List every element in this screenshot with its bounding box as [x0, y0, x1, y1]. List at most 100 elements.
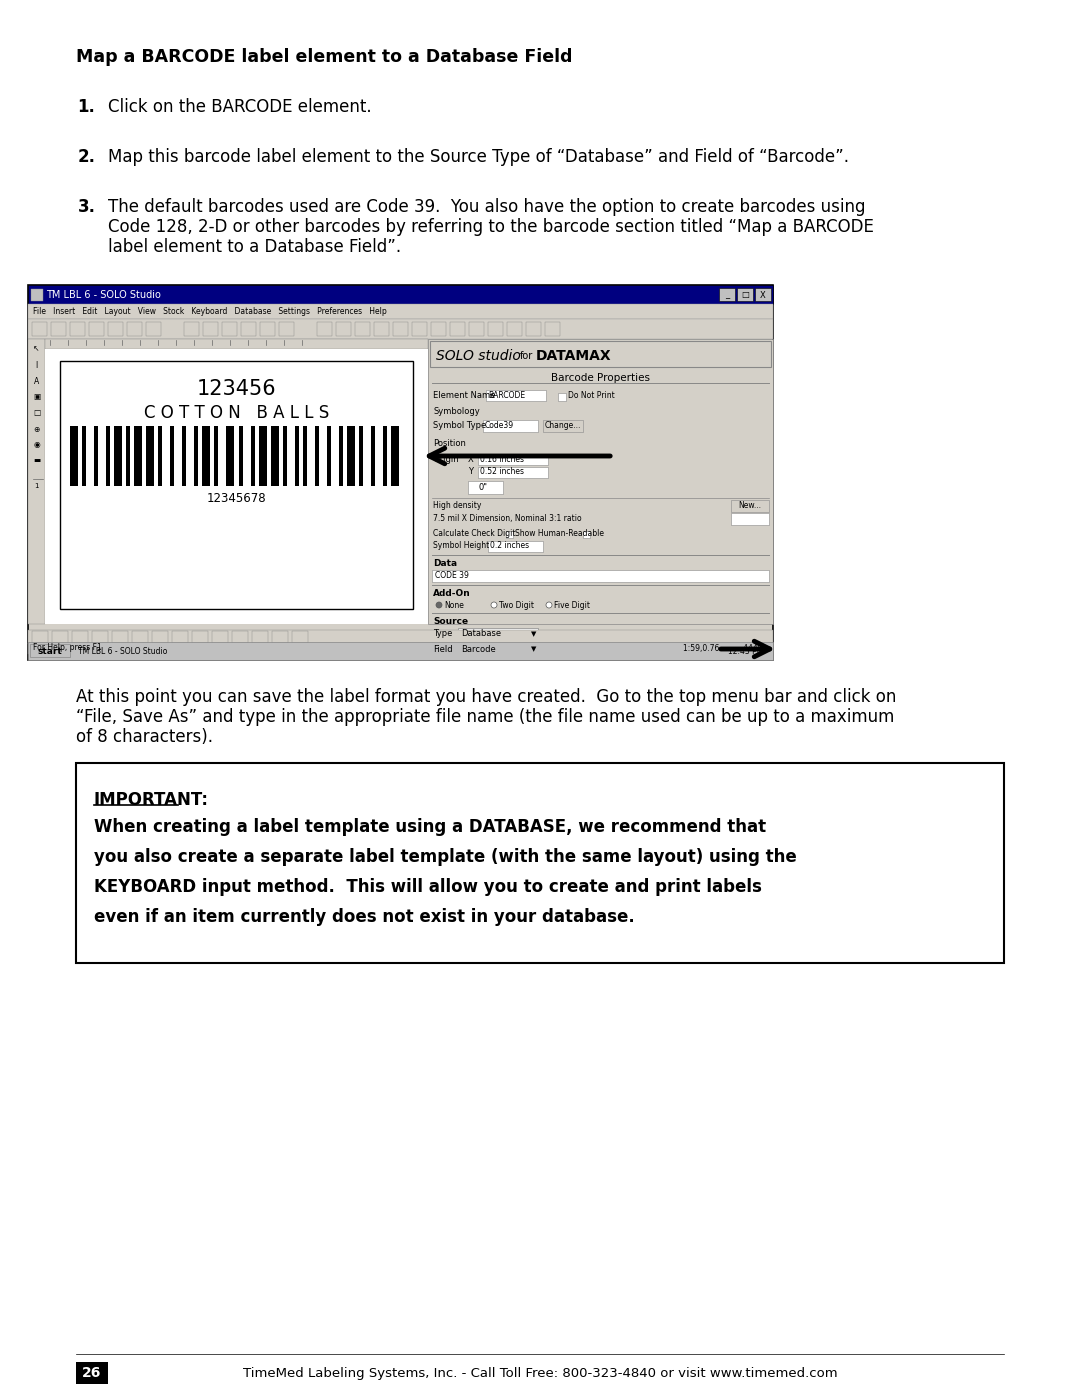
- Text: I: I: [36, 360, 38, 369]
- Text: Source: Source: [433, 616, 468, 626]
- Text: Map a BARCODE label element to a Database Field: Map a BARCODE label element to a Databas…: [76, 47, 572, 66]
- Bar: [411, 321, 427, 337]
- Bar: [336, 321, 351, 337]
- Text: TM LBL 6 - SOLO Studio: TM LBL 6 - SOLO Studio: [78, 647, 167, 655]
- Bar: [45, 339, 428, 349]
- Bar: [241, 321, 256, 337]
- Text: Symbol Type: Symbol Type: [433, 422, 486, 430]
- Bar: [28, 630, 773, 644]
- Bar: [314, 426, 319, 486]
- Bar: [28, 643, 773, 654]
- Bar: [184, 321, 199, 337]
- Bar: [430, 341, 771, 367]
- Text: At this point you can save the label format you have created.  Go to the top men: At this point you can save the label for…: [76, 687, 896, 705]
- Text: Map this barcode label element to the Source Type of “Database” and Field of “Ba: Map this barcode label element to the So…: [108, 148, 849, 166]
- Text: 2.: 2.: [78, 148, 96, 166]
- Bar: [339, 426, 342, 486]
- Text: 1.: 1.: [78, 98, 95, 116]
- Bar: [60, 360, 413, 609]
- Bar: [737, 288, 753, 300]
- Bar: [359, 426, 363, 486]
- Text: ↖: ↖: [33, 345, 40, 353]
- Bar: [719, 288, 735, 300]
- Bar: [486, 390, 546, 401]
- Bar: [28, 285, 773, 659]
- Bar: [431, 321, 446, 337]
- Text: “File, Save As” and type in the appropriate file name (the file name used can be: “File, Save As” and type in the appropri…: [76, 708, 894, 726]
- Bar: [468, 481, 503, 495]
- Text: TimeMed Labeling Systems, Inc. - Call Toll Free: 800-323-4840 or visit www.timem: TimeMed Labeling Systems, Inc. - Call To…: [243, 1366, 837, 1379]
- Bar: [106, 426, 110, 486]
- Text: The default barcodes used are Code 39.  You also have the option to create barco: The default barcodes used are Code 39. Y…: [108, 198, 865, 217]
- Bar: [272, 631, 288, 643]
- Bar: [82, 426, 86, 486]
- Bar: [126, 426, 131, 486]
- Text: 1:59,0.76          444%: 1:59,0.76 444%: [683, 644, 765, 652]
- Bar: [258, 426, 267, 486]
- Text: Code39: Code39: [485, 422, 514, 430]
- Text: Barcode Properties: Barcode Properties: [551, 373, 650, 383]
- Bar: [391, 426, 399, 486]
- Text: ◉: ◉: [33, 440, 40, 450]
- Text: 26: 26: [82, 1366, 102, 1380]
- Bar: [731, 500, 769, 511]
- Bar: [383, 426, 387, 486]
- Text: X: X: [760, 291, 766, 299]
- Bar: [283, 426, 286, 486]
- Text: Element Name: Element Name: [433, 391, 496, 401]
- Text: Code 128, 2-D or other barcodes by referring to the barcode section titled “Map : Code 128, 2-D or other barcodes by refer…: [108, 218, 874, 236]
- Bar: [432, 570, 769, 583]
- Text: you also create a separate label template (with the same layout) using the: you also create a separate label templat…: [94, 848, 796, 866]
- Text: BARCODE: BARCODE: [488, 391, 525, 401]
- Text: even if an item currently does not exist in your database.: even if an item currently does not exist…: [94, 908, 634, 926]
- Bar: [543, 420, 583, 432]
- Bar: [239, 426, 243, 486]
- Bar: [488, 321, 503, 337]
- Text: For Help, press F1: For Help, press F1: [33, 644, 102, 652]
- Bar: [28, 285, 773, 305]
- Text: TM LBL 6 - SOLO Studio: TM LBL 6 - SOLO Studio: [46, 291, 161, 300]
- Text: DATAMAX: DATAMAX: [536, 349, 611, 363]
- Text: Field: Field: [433, 644, 453, 654]
- Bar: [488, 541, 543, 552]
- Bar: [271, 426, 279, 486]
- Bar: [755, 288, 771, 300]
- Bar: [327, 426, 330, 486]
- Bar: [70, 321, 85, 337]
- Bar: [212, 631, 228, 643]
- Bar: [146, 321, 161, 337]
- Text: _: _: [725, 291, 729, 299]
- Bar: [507, 531, 513, 538]
- Text: Change...: Change...: [544, 422, 581, 430]
- Bar: [252, 631, 268, 643]
- Bar: [292, 631, 308, 643]
- Bar: [172, 631, 188, 643]
- Text: ▼: ▼: [531, 631, 537, 637]
- Text: 123456: 123456: [197, 379, 276, 400]
- Text: 12:43 PM: 12:43 PM: [728, 647, 764, 655]
- Bar: [347, 426, 355, 486]
- Bar: [302, 426, 307, 486]
- Text: 0.16 inches: 0.16 inches: [480, 454, 524, 464]
- Bar: [558, 393, 566, 401]
- Text: start: start: [38, 647, 63, 655]
- Bar: [28, 305, 773, 319]
- Text: A: A: [33, 377, 39, 386]
- Text: 12345678: 12345678: [206, 492, 267, 504]
- Bar: [134, 426, 143, 486]
- Text: ▼: ▼: [531, 645, 537, 652]
- Bar: [507, 321, 522, 337]
- Bar: [183, 426, 187, 486]
- Bar: [146, 426, 154, 486]
- Text: Data: Data: [433, 559, 457, 567]
- Text: 7.5 mil X Dimension, Nominal 3:1 ratio: 7.5 mil X Dimension, Nominal 3:1 ratio: [433, 514, 582, 524]
- Bar: [159, 426, 162, 486]
- Bar: [227, 426, 234, 486]
- Bar: [28, 339, 428, 624]
- Text: Barcode: Barcode: [461, 644, 496, 654]
- Text: 0.52 inches: 0.52 inches: [480, 468, 524, 476]
- Text: 0.2 inches: 0.2 inches: [490, 542, 529, 550]
- Bar: [89, 321, 104, 337]
- Text: IMPORTANT:: IMPORTANT:: [94, 791, 208, 809]
- Text: 1: 1: [35, 483, 39, 489]
